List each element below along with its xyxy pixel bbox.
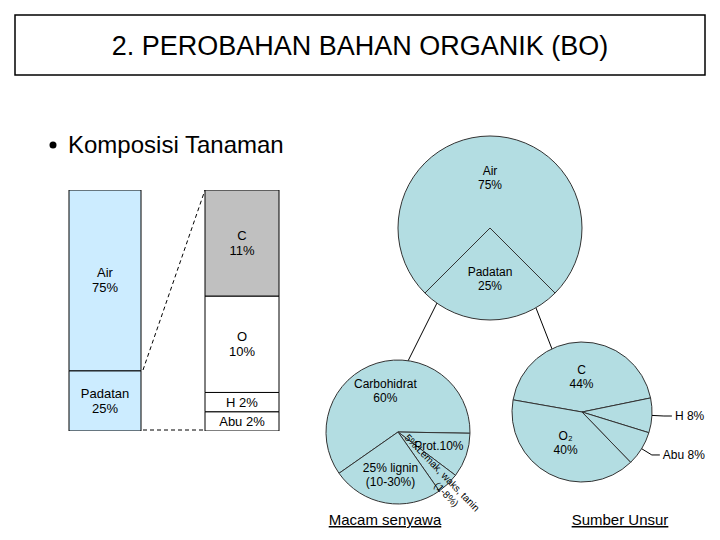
svg-text:Abu 2%: Abu 2% [219, 414, 265, 429]
svg-text:O10%: O10% [229, 329, 255, 359]
svg-text:Carbohidrat60%: Carbohidrat60% [354, 377, 417, 405]
svg-text:Prot.10%: Prot.10% [414, 439, 464, 454]
svg-text:Macam senyawa: Macam senyawa [329, 511, 442, 528]
svg-text:(1-8%): (1-8%) [432, 480, 461, 509]
svg-text:H 8%: H 8% [675, 409, 705, 423]
svg-text:Air75%: Air75% [92, 265, 118, 295]
svg-text:Air75%: Air75% [478, 164, 502, 192]
svg-text:2. PEROBAHAN BAHAN ORGANIK (BO: 2. PEROBAHAN BAHAN ORGANIK (BO) [112, 31, 609, 61]
svg-text:Padatan25%: Padatan25% [81, 386, 129, 416]
svg-text:25% lignin(10-30%): 25% lignin(10-30%) [363, 461, 418, 489]
svg-text:Padatan25%: Padatan25% [468, 265, 513, 293]
svg-text:O₂40%: O₂40% [554, 429, 578, 457]
svg-text:Abu 8%: Abu 8% [663, 448, 705, 462]
svg-text:C44%: C44% [569, 363, 593, 391]
svg-text:H 2%: H 2% [226, 395, 258, 410]
svg-text:C11%: C11% [229, 228, 254, 258]
svg-text:Sumber Unsur: Sumber Unsur [572, 511, 669, 528]
svg-text:Komposisi Tanaman: Komposisi Tanaman [68, 131, 284, 158]
svg-text:5% Lemak, waks, tanin: 5% Lemak, waks, tanin [402, 432, 482, 514]
